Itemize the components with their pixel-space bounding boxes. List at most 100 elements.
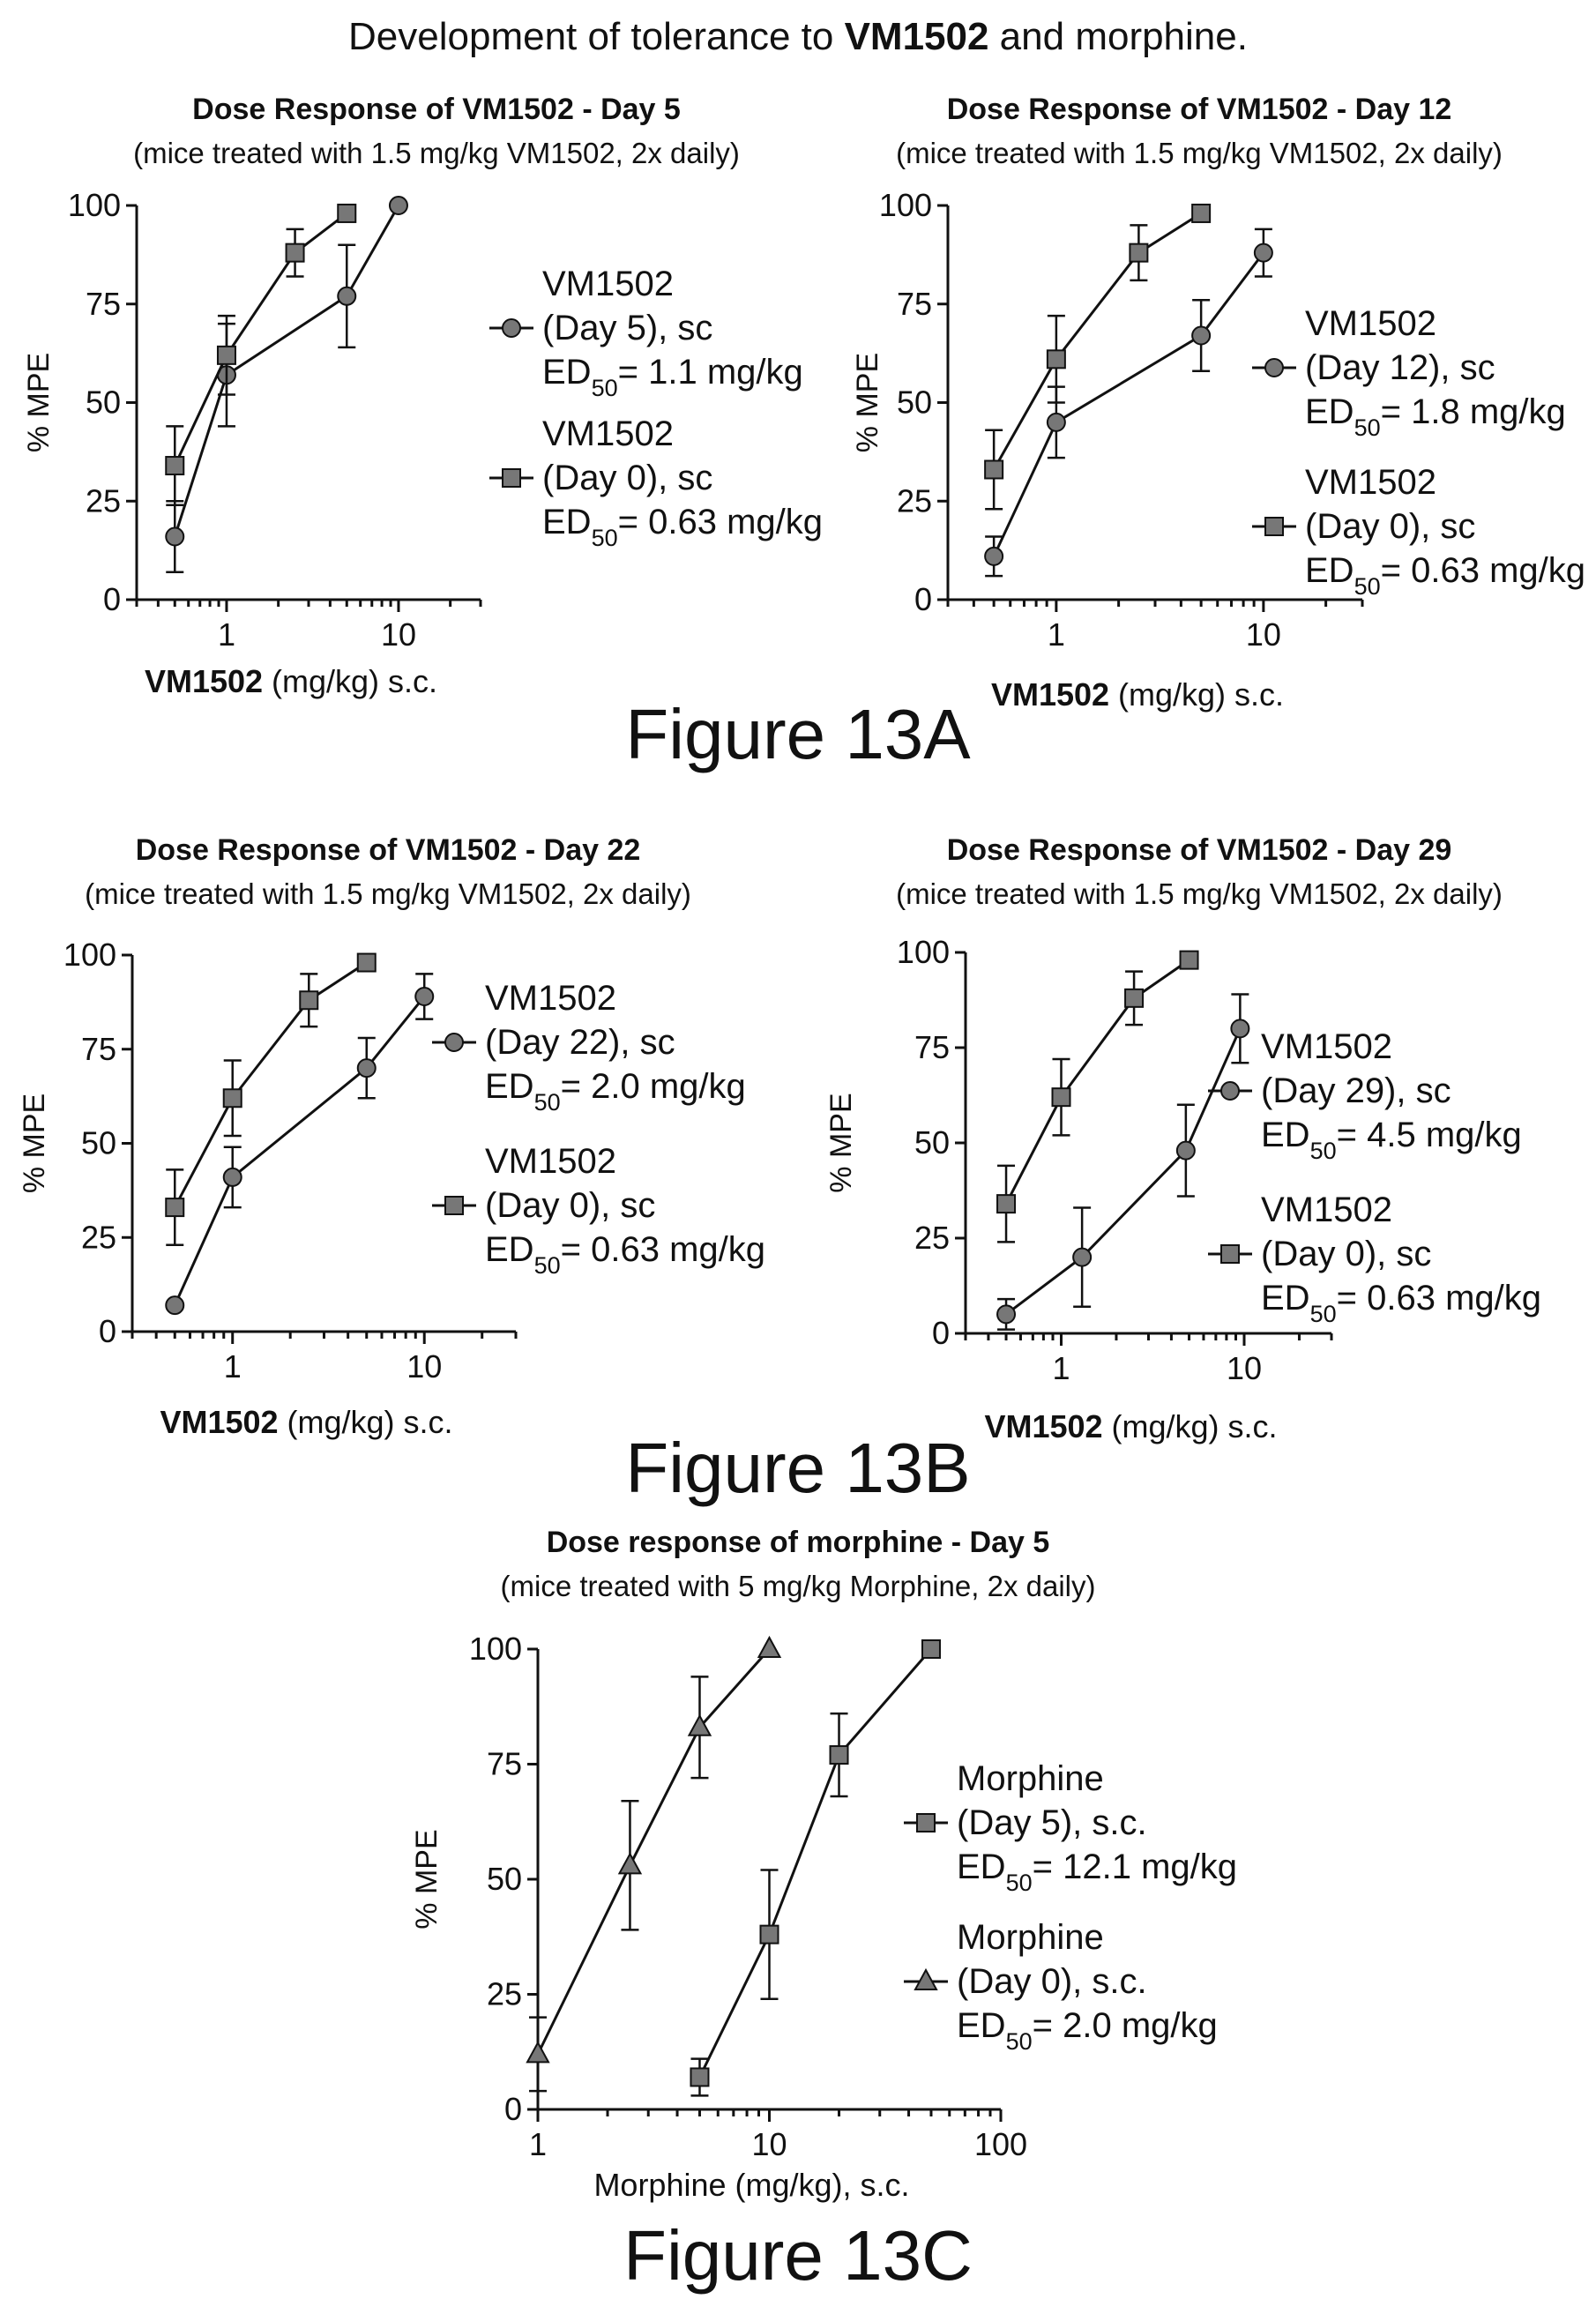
ed50-subscript: 50: [592, 375, 618, 401]
square-marker: [996, 1194, 1017, 1214]
circle-marker: [1264, 358, 1284, 377]
y-tick-label: 25: [487, 1976, 522, 2012]
square-marker: [1051, 1087, 1071, 1108]
legend-name: VM1502: [542, 265, 674, 303]
series-line: [173, 205, 400, 537]
y-tick-label: 100: [68, 187, 121, 223]
ed50-prefix: ED: [542, 503, 592, 541]
figure-13b-label: Figure 13B: [625, 1429, 970, 1507]
y-tick-label: 0: [99, 1313, 116, 1349]
y-axis-label: % MPE: [824, 1093, 858, 1192]
square-marker: [1264, 517, 1284, 536]
ed50-value: = 0.63 mg/kg: [618, 503, 823, 541]
circle-marker: [984, 546, 1004, 566]
series-line: [536, 1648, 771, 2056]
x-axis-label: Morphine (mg/kg), s.c.: [593, 2167, 909, 2203]
legend-ed50: ED50= 4.5 mg/kg: [1261, 1116, 1522, 1164]
circle-marker: [1230, 1019, 1250, 1039]
square-marker: [1191, 203, 1212, 223]
y-tick-label: 25: [897, 482, 932, 519]
x-tick-label: 10: [1227, 1350, 1262, 1386]
legend-condition: (Day 0), sc: [485, 1186, 655, 1225]
circle-marker: [222, 1167, 242, 1187]
legend-ed50: ED50= 12.1 mg/kg: [957, 1847, 1237, 1896]
legend-condition: (Day 0), s.c.: [957, 1962, 1147, 2001]
series-2: [996, 950, 1199, 1243]
y-tick-label: 50: [81, 1125, 116, 1161]
legend-name: Morphine: [957, 1759, 1104, 1798]
ed50-value: = 0.63 mg/kg: [1381, 551, 1585, 590]
triangle-marker: [757, 1635, 782, 1658]
ed50-subscript: 50: [1354, 573, 1381, 600]
legend-name: Morphine: [957, 1918, 1104, 1957]
legend-condition: (Day 29), sc: [1261, 1071, 1451, 1110]
circle-marker: [1253, 243, 1273, 263]
chart-title: Dose Response of VM1502 - Day 29: [947, 833, 1452, 867]
x-axis-label-text: Morphine (mg/kg), s.c.: [593, 2167, 909, 2203]
y-tick-label: 50: [897, 384, 932, 421]
ed50-subscript: 50: [1310, 1301, 1337, 1327]
ed50-subscript: 50: [1354, 414, 1381, 441]
ed50-prefix: ED: [1305, 392, 1354, 431]
legend-condition: (Day 22), sc: [485, 1023, 675, 1062]
legend-condition: (Day 0), sc: [1305, 507, 1475, 546]
ed50-prefix: ED: [542, 353, 592, 392]
chart-title: Dose Response of VM1502 - Day 12: [947, 93, 1452, 126]
legend-entry-2: Morphine (Day 0), s.c. ED50= 2.0 mg/kg: [904, 1918, 1218, 2055]
triangle-marker: [526, 2041, 550, 2064]
series-line: [992, 212, 1202, 471]
legend-entry-1: VM1502 (Day 12), sc ED50= 1.8 mg/kg: [1252, 304, 1566, 441]
legend-ed50: ED50= 0.63 mg/kg: [1261, 1279, 1541, 1327]
x-axis-label-bold: VM1502: [984, 1408, 1102, 1444]
series-1: [690, 1639, 941, 2097]
y-tick-label: 25: [86, 482, 121, 519]
legend-entry-1: VM1502 (Day 22), sc ED50= 2.0 mg/kg: [432, 979, 746, 1116]
x-tick-label: 1: [1052, 1350, 1070, 1386]
circle-marker: [444, 1033, 464, 1052]
legend-ed50: ED50= 1.1 mg/kg: [542, 353, 803, 401]
x-tick-label: 10: [381, 616, 416, 653]
x-axis-label: VM1502 (mg/kg) s.c.: [145, 663, 437, 699]
legend-name: VM1502: [1261, 1191, 1392, 1229]
square-marker: [299, 990, 319, 1011]
y-axis-label: % MPE: [22, 353, 56, 452]
circle-marker: [502, 318, 521, 338]
square-marker: [165, 1198, 185, 1218]
y-tick-label: 25: [81, 1219, 116, 1255]
circle-marker: [337, 286, 357, 306]
legend-name: VM1502: [1305, 304, 1436, 343]
legend-name: VM1502: [1261, 1027, 1392, 1066]
legend-condition: (Day 5), sc: [542, 309, 712, 347]
circle-marker: [1191, 325, 1212, 346]
ed50-prefix: ED: [957, 1847, 1006, 1886]
square-marker: [1179, 950, 1199, 970]
y-axis-label: % MPE: [410, 1829, 444, 1929]
circle-marker: [1072, 1247, 1093, 1267]
square-marker: [1220, 1244, 1240, 1264]
square-marker: [916, 1813, 936, 1832]
legend-ed50: ED50= 0.63 mg/kg: [485, 1230, 765, 1279]
ed50-prefix: ED: [1305, 551, 1354, 590]
ed50-value: = 0.63 mg/kg: [1337, 1279, 1541, 1317]
y-tick-label: 0: [914, 581, 932, 617]
circle-marker: [1220, 1081, 1240, 1101]
x-tick-label: 1: [218, 616, 235, 653]
x-axis-label-bold: VM1502: [145, 663, 263, 699]
charts-container: Dose Response of VM1502 - Day 5 (mice tre…: [18, 93, 1585, 2203]
series-1: [984, 228, 1273, 578]
circle-marker: [165, 526, 185, 547]
series-2: [165, 952, 377, 1247]
legend-name: VM1502: [485, 979, 616, 1018]
legend-ed50: ED50= 1.8 mg/kg: [1305, 392, 1566, 441]
x-axis-label-bold: VM1502: [160, 1404, 278, 1440]
series-1: [165, 973, 435, 1316]
x-tick-label: 10: [751, 2126, 787, 2162]
legend-ed50: ED50= 0.63 mg/kg: [542, 503, 823, 551]
y-tick-label: 100: [879, 187, 932, 223]
series-1: [996, 993, 1250, 1331]
square-marker: [216, 345, 236, 365]
x-tick-label: 1: [224, 1348, 242, 1385]
series-2: [526, 1635, 782, 2093]
y-tick-label: 50: [487, 1861, 522, 1897]
